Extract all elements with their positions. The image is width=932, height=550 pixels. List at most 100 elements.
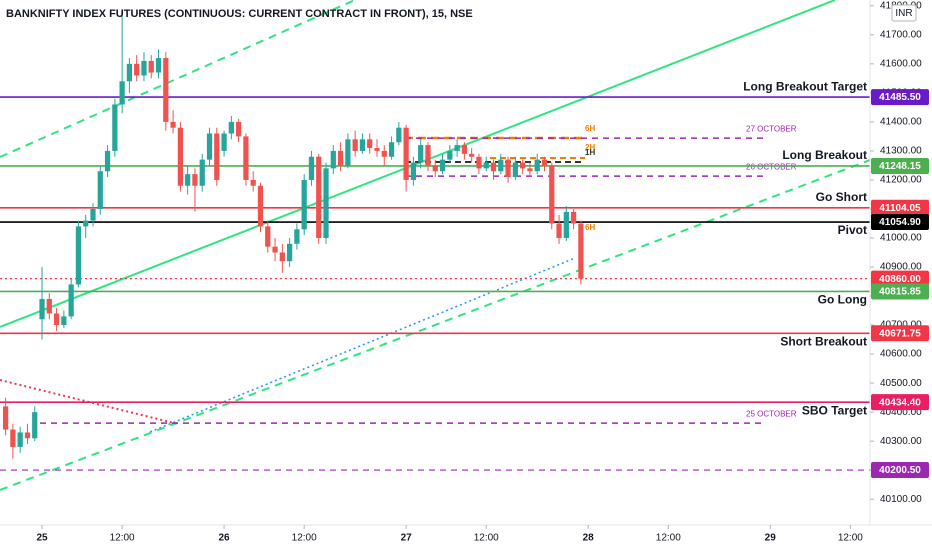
candle-body [75, 226, 82, 285]
candle-body [83, 220, 89, 227]
candle-body [185, 174, 191, 186]
price-label-box [871, 89, 929, 106]
x-tick-label: 29 [765, 533, 777, 544]
candle-body [498, 159, 504, 172]
price-label: 40671.75 [879, 328, 921, 339]
x-tick-label: 12:00 [656, 533, 681, 544]
candle-body [24, 432, 31, 439]
y-tick-label: 40700.00 [880, 320, 922, 331]
candle-body [2, 406, 9, 430]
candle-body [388, 142, 395, 157]
currency: INR [895, 8, 912, 19]
y-tick-label: 41000.00 [880, 233, 922, 244]
candle-body [534, 159, 540, 172]
annotation: 6H [585, 223, 595, 232]
candle-body [236, 121, 242, 137]
candle-body [17, 432, 23, 447]
price-label: 40860.00 [879, 274, 921, 285]
candle-body [570, 211, 577, 224]
candle-body [221, 133, 227, 151]
annotation: 6H [585, 124, 595, 133]
trend-line [0, 0, 358, 158]
candle-body [563, 211, 569, 238]
x-tick-label: 12:00 [838, 533, 863, 544]
x-tick-label: 12:00 [110, 533, 135, 544]
candle-body [374, 148, 380, 151]
candle-body [148, 60, 154, 73]
candle-body [432, 165, 438, 172]
candle-body [316, 156, 322, 238]
annotation: 1H [585, 148, 595, 157]
candle-body [192, 174, 198, 186]
x-tick-label: 12:00 [474, 533, 499, 544]
y-tick-label: 41600.00 [880, 58, 922, 69]
y-tick-label: 40400.00 [880, 407, 922, 418]
price-label: 41248.15 [879, 161, 921, 172]
candle-body [257, 185, 264, 227]
candle-body [199, 159, 205, 186]
candle-body [206, 133, 213, 160]
candle-body [490, 162, 497, 172]
candle-body [53, 313, 60, 326]
candle-body [141, 60, 147, 76]
candle-body [46, 298, 52, 314]
candle-body [337, 150, 344, 166]
level-name: Pivot [838, 223, 867, 237]
level-name: Long Breakout Target [743, 79, 867, 93]
candle-body [541, 159, 548, 166]
candle-body [97, 171, 103, 209]
candle-body [520, 162, 526, 169]
y-tick-label: 41700.00 [880, 29, 922, 40]
candle-body [352, 139, 358, 151]
level-name: Go Short [816, 190, 867, 204]
y-tick-label: 40900.00 [880, 262, 922, 273]
candle-body [119, 81, 125, 105]
candle-body [381, 150, 387, 157]
candle-body [527, 168, 533, 172]
price-label-box [871, 325, 929, 342]
candle-body [505, 159, 511, 178]
candle-body [104, 150, 111, 172]
candle-body [39, 298, 45, 320]
level-name: Short Breakout [780, 334, 867, 348]
candle-body [10, 429, 16, 447]
candle-body [126, 63, 133, 82]
price-label: 40434.40 [879, 397, 921, 408]
price-label: 40200.50 [879, 465, 921, 476]
annotation: 2H [585, 143, 595, 152]
candle-body [272, 246, 278, 253]
candle-body [439, 159, 446, 172]
candle-body [330, 150, 336, 169]
price-label-box [871, 157, 929, 174]
candle-body [112, 104, 118, 151]
candle-body [461, 145, 468, 154]
candle-body [359, 139, 366, 151]
price-label: 41104.05 [879, 203, 921, 214]
x-tick-label: 12:00 [292, 533, 317, 544]
y-tick-label: 40100.00 [880, 494, 922, 505]
plot-area: 27 OCTOBER 26 OCTOBER 25 OCTOBER [0, 0, 870, 491]
date-label: 27 OCTOBER [746, 124, 797, 133]
price-label-box [871, 283, 929, 300]
x-tick-label: 26 [219, 533, 231, 544]
currency-box [891, 4, 917, 22]
candle-body [32, 412, 38, 439]
y-tick-label: 41200.00 [880, 175, 922, 186]
candle-body [483, 162, 489, 169]
level-name: SBO Target [802, 403, 867, 417]
candle-body [61, 316, 67, 326]
price-label: 41054.90 [879, 217, 921, 228]
x-tick-label: 27 [401, 533, 413, 544]
candle-body [578, 223, 584, 279]
candle-body [228, 121, 234, 134]
price-label-box [871, 199, 929, 216]
candle-body [301, 179, 307, 230]
price-label-box [871, 270, 929, 287]
candle-body [134, 63, 140, 76]
candle-body [345, 139, 351, 166]
candle-body [323, 168, 329, 238]
candle-body [177, 127, 184, 186]
candle-body [549, 165, 555, 224]
